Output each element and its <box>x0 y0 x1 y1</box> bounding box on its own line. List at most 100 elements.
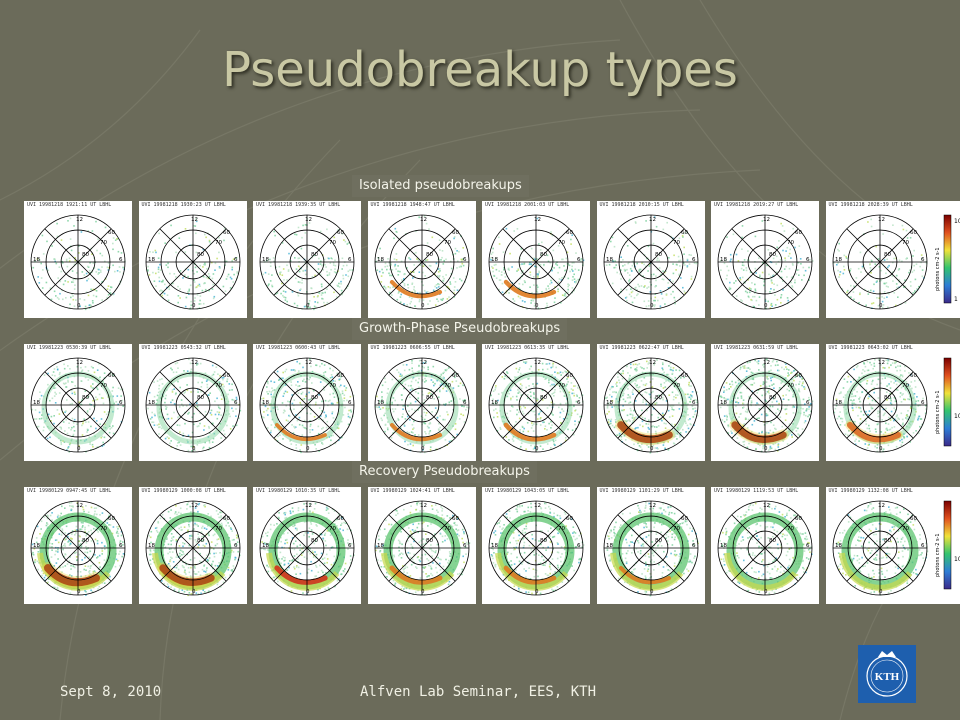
emission-speckle <box>272 389 274 392</box>
emission-speckle <box>165 418 167 420</box>
emission-speckle <box>339 373 342 375</box>
emission-speckle <box>638 268 640 271</box>
emission-speckle <box>428 423 430 425</box>
emission-speckle <box>684 431 687 433</box>
emission-speckle <box>222 385 225 388</box>
emission-speckle <box>919 418 921 420</box>
emission-speckle <box>760 413 763 416</box>
emission-speckle <box>161 279 164 282</box>
emission-speckle <box>80 380 83 382</box>
emission-speckle <box>683 290 685 292</box>
emission-speckle <box>693 413 695 416</box>
emission-speckle <box>777 364 779 366</box>
emission-speckle <box>75 525 78 528</box>
emission-speckle <box>615 385 618 387</box>
emission-speckle <box>723 420 726 423</box>
emission-speckle <box>51 549 53 551</box>
emission-speckle <box>172 371 174 374</box>
emission-speckle <box>347 423 350 426</box>
emission-speckle <box>414 291 416 294</box>
emission-speckle <box>517 371 519 373</box>
emission-speckle <box>902 228 904 231</box>
brightening-region <box>389 422 442 442</box>
emission-speckle <box>606 403 609 406</box>
emission-speckle <box>747 295 750 298</box>
emission-speckle <box>47 514 49 517</box>
emission-speckle <box>808 414 811 416</box>
emission-speckle <box>864 304 867 307</box>
grid-label: 12 <box>420 217 427 223</box>
emission-speckle <box>86 411 89 414</box>
emission-speckle <box>657 416 659 419</box>
emission-speckle <box>899 365 901 367</box>
emission-speckle <box>328 257 330 260</box>
grid-label: 12 <box>420 360 427 366</box>
emission-speckle <box>58 566 61 569</box>
emission-speckle <box>334 268 336 270</box>
emission-speckle <box>762 261 764 264</box>
emission-speckle <box>634 400 636 402</box>
emission-speckle <box>224 290 226 292</box>
emission-speckle <box>410 431 412 433</box>
emission-speckle <box>688 418 691 420</box>
emission-speckle <box>317 432 320 435</box>
emission-speckle <box>647 419 649 422</box>
grid-label: 0 <box>421 303 425 309</box>
emission-speckle <box>94 571 97 573</box>
grid-label: 60 <box>452 230 459 236</box>
emission-speckle <box>904 389 907 391</box>
emission-speckle <box>636 442 639 445</box>
emission-speckle <box>289 260 292 262</box>
emission-speckle <box>395 259 397 261</box>
emission-speckle <box>119 545 121 547</box>
emission-speckle <box>645 305 647 308</box>
emission-speckle <box>117 535 119 537</box>
emission-speckle <box>742 424 744 427</box>
emission-speckle <box>352 415 354 417</box>
emission-speckle <box>338 282 340 285</box>
emission-speckle <box>643 285 646 287</box>
emission-speckle <box>290 384 293 387</box>
emission-speckle <box>390 401 393 404</box>
emission-speckle <box>730 422 732 424</box>
emission-speckle <box>726 416 728 418</box>
emission-speckle <box>631 301 633 304</box>
emission-speckle <box>457 250 460 253</box>
emission-speckle <box>401 416 403 418</box>
emission-speckle <box>903 279 906 281</box>
emission-speckle <box>512 395 514 398</box>
emission-speckle <box>559 371 562 374</box>
emission-speckle <box>285 368 288 371</box>
emission-speckle <box>32 553 35 556</box>
emission-speckle <box>855 277 857 279</box>
emission-speckle <box>533 297 536 300</box>
emission-speckle <box>490 253 493 255</box>
emission-speckle <box>613 245 615 248</box>
emission-speckle <box>889 387 891 389</box>
emission-speckle <box>319 365 321 368</box>
emission-speckle <box>382 401 384 403</box>
emission-speckle <box>421 393 423 396</box>
emission-speckle <box>746 411 749 414</box>
emission-speckle <box>90 386 93 389</box>
emission-speckle <box>536 286 539 288</box>
emission-speckle <box>758 408 761 410</box>
emission-speckle <box>885 285 887 288</box>
emission-speckle <box>338 385 341 388</box>
emission-speckle <box>752 378 755 381</box>
emission-speckle <box>608 426 611 428</box>
emission-speckle <box>682 376 685 379</box>
emission-speckle <box>403 369 405 372</box>
emission-speckle <box>93 527 95 530</box>
emission-speckle <box>294 427 296 429</box>
emission-speckle <box>108 514 111 516</box>
emission-speckle <box>98 363 100 365</box>
emission-speckle <box>55 295 57 297</box>
emission-speckle <box>667 409 669 412</box>
emission-speckle <box>198 283 200 286</box>
emission-speckle <box>561 258 563 261</box>
emission-speckle <box>574 268 577 271</box>
emission-speckle <box>497 393 500 395</box>
emission-speckle <box>412 286 415 288</box>
emission-speckle <box>410 367 413 370</box>
